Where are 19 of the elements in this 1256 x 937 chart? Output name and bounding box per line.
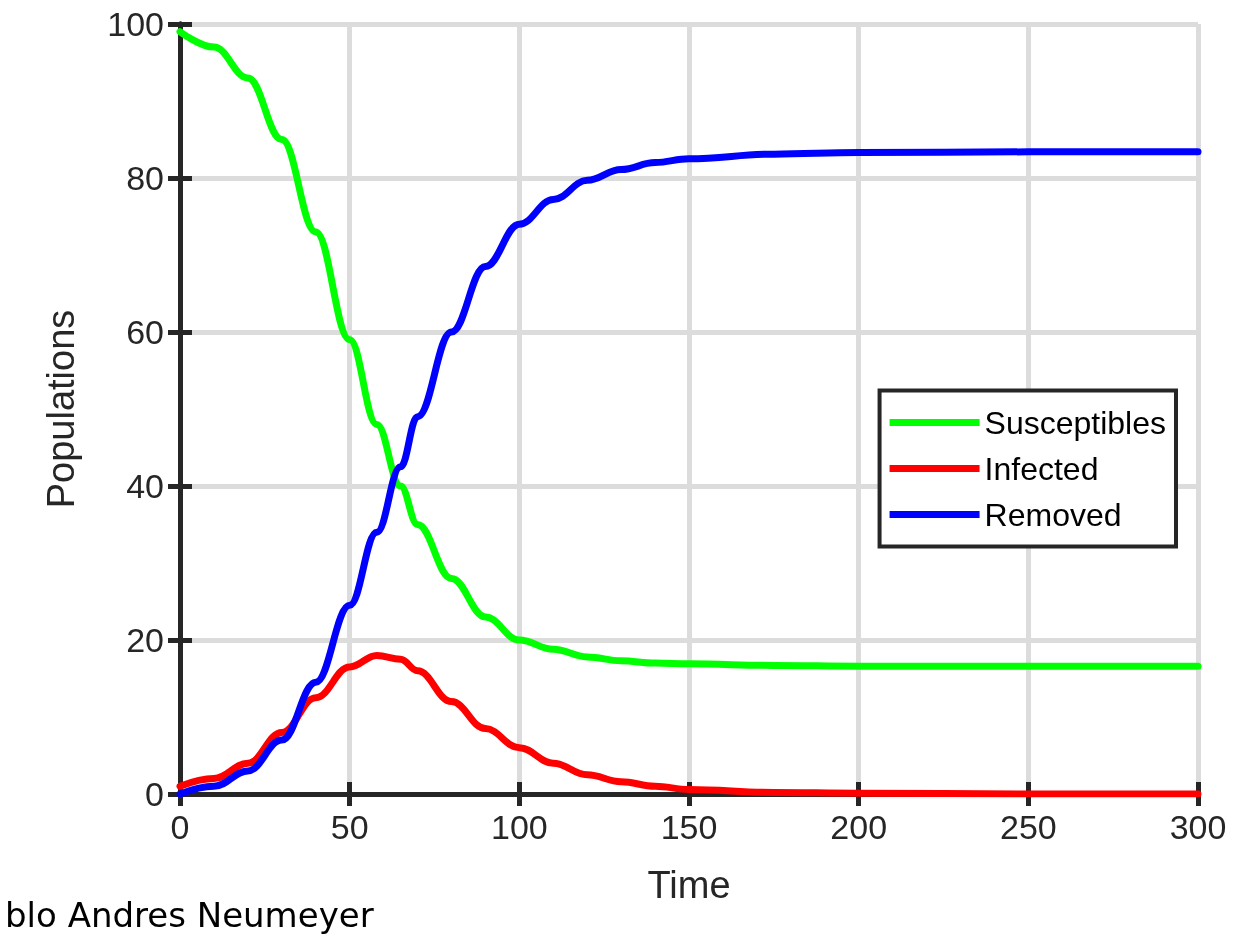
y-axis-title: Populations (40, 309, 82, 509)
y-tick-label: 20 (126, 621, 164, 659)
x-axis-title: Time (647, 864, 731, 906)
x-tick-label: 150 (660, 808, 718, 846)
y-tick-label: 80 (126, 159, 164, 197)
x-tick-label: 50 (330, 808, 369, 846)
x-tick-label: 300 (1169, 808, 1227, 846)
text: blo Andres Neumeyer (5, 895, 374, 935)
legend-label: Removed (984, 496, 1122, 533)
x-tick-label: 200 (830, 808, 888, 846)
legend-label: Susceptibles (984, 404, 1166, 441)
x-tick-label: 100 (490, 808, 548, 846)
y-tick-label: 100 (107, 5, 164, 43)
legend-label: Infected (984, 450, 1099, 487)
y-tick-label: 60 (126, 313, 164, 351)
y-tick-label: 40 (126, 467, 164, 505)
x-tick-label: 0 (170, 808, 190, 846)
y-tick-label: 0 (145, 775, 164, 813)
x-tick-label: 250 (999, 808, 1057, 846)
